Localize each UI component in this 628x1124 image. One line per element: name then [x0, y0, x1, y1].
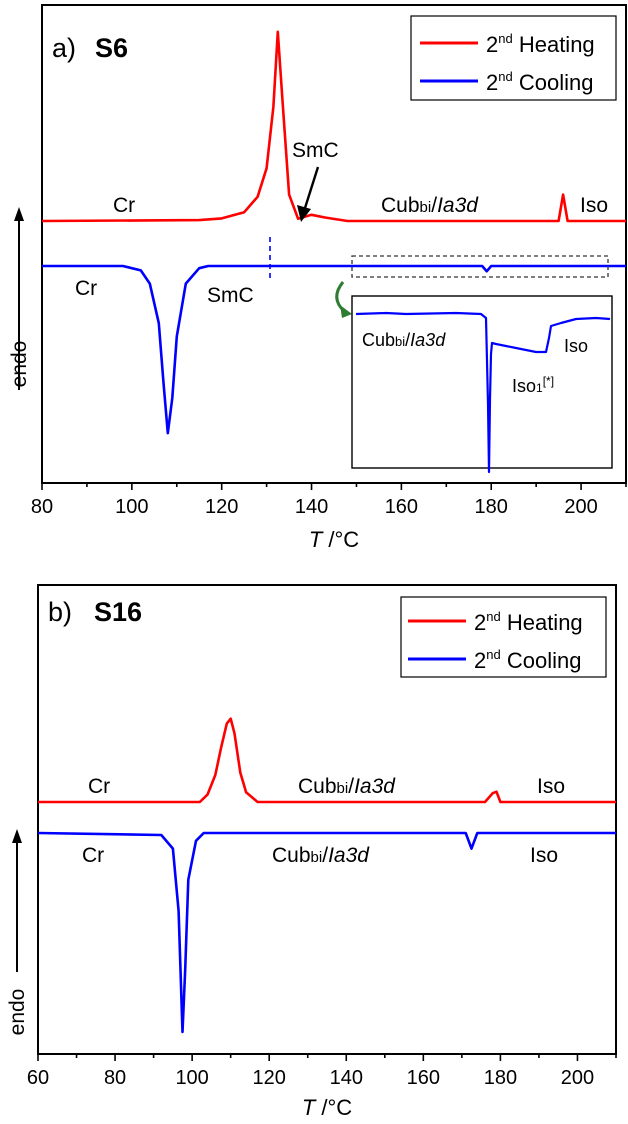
x-tick-label: 160 — [385, 496, 418, 518]
annotation-cr-heating-a: Cr — [113, 194, 135, 217]
series-line-cooling-a — [42, 264, 626, 435]
x-tick-label: 160 — [407, 1067, 440, 1089]
annotation-cub-heating-b: Cubbi/Ia3d — [298, 775, 396, 798]
x-tick-label: 80 — [104, 1067, 126, 1089]
x-tick-label: 100 — [175, 1067, 208, 1089]
annotation-smc-cooling-a: SmC — [207, 284, 254, 307]
y-axis-a: endo — [8, 207, 31, 390]
y-axis-arrowhead-b — [12, 829, 22, 843]
chart-title-a: S6 — [95, 33, 128, 63]
x-tick-label: 100 — [115, 496, 148, 518]
annotation-cub-cooling-b: Cubbi/Ia3d — [272, 844, 370, 867]
legend-box-b — [400, 596, 607, 678]
smc-arrow-head — [297, 205, 311, 222]
inset-frame — [351, 295, 613, 469]
inset-label-cub: Cubbi/Ia3d — [362, 330, 446, 350]
inset-cooling-line — [355, 311, 611, 474]
x-tick-label: 200 — [564, 496, 597, 518]
legend-label-cooling-a: 2nd Cooling — [486, 69, 593, 95]
y-axis-title-a: endo — [8, 341, 31, 388]
x-tick-label: 60 — [27, 1067, 49, 1089]
legend-b: 2nd Heating 2nd Cooling — [400, 596, 607, 678]
chart-title-b: S16 — [94, 597, 142, 627]
annotation-iso-cooling-b: Iso — [530, 844, 558, 867]
series-line-heating-a — [41, 30, 626, 223]
inset-pointer-arrowhead — [340, 305, 352, 318]
smc-arrow-shaft — [303, 166, 320, 209]
panel-label-a: a) — [52, 33, 76, 63]
x-tick-label: 180 — [484, 1067, 517, 1089]
y-axis-arrowhead-a — [14, 207, 24, 221]
x-tick-label: 200 — [561, 1067, 594, 1089]
x-axis-title-b: T /°C — [302, 1095, 352, 1120]
x-axis-title-a: T /°C — [309, 527, 359, 552]
series-line-heating-b — [38, 717, 616, 804]
panel-a: a) S6 2nd Heating 2nd Cooling Cr SmC Cub… — [8, 4, 627, 552]
x-tick-label: 140 — [330, 1067, 363, 1089]
annotation-smc-heating-a: SmC — [292, 139, 339, 162]
x-tick-label: 120 — [205, 496, 238, 518]
legend-label-heating-a: 2nd Heating — [486, 31, 595, 57]
x-tick-label: 80 — [31, 496, 53, 518]
plot-frame-a — [41, 4, 627, 484]
y-axis-b: endo — [6, 829, 29, 1035]
inset-label-iso: Iso — [564, 336, 588, 356]
panel-label-b: b) — [48, 597, 72, 627]
inset-a: Cubbi/Ia3d Iso1[*] Iso — [351, 295, 613, 474]
x-tick-label: 120 — [253, 1067, 286, 1089]
x-axis-a: 80 100 120 140 160 180 200 — [31, 483, 627, 518]
zoom-region-box — [351, 255, 609, 278]
x-axis-b: 60 80 100 120 140 160 180 200 — [27, 1054, 617, 1089]
annotation-cub-heating-a: Cubbi/Ia3d — [381, 194, 479, 217]
series-line-cooling-b — [37, 831, 616, 1034]
legend-box-a — [410, 15, 617, 101]
annotation-iso-heating-b: Iso — [537, 775, 565, 798]
annotation-cr-cooling-a: Cr — [75, 277, 97, 300]
y-axis-title-b: endo — [6, 989, 29, 1036]
annotation-cr-cooling-b: Cr — [82, 844, 104, 867]
legend-label-heating-b: 2nd Heating — [474, 609, 583, 635]
legend-a: 2nd Heating 2nd Cooling — [410, 15, 617, 101]
annotation-cr-heating-b: Cr — [88, 775, 110, 798]
x-tick-label: 180 — [475, 496, 508, 518]
annotation-iso-heating-a: Iso — [580, 194, 608, 217]
plot-frame-b — [37, 584, 617, 1055]
legend-label-cooling-b: 2nd Cooling — [474, 647, 581, 673]
x-tick-label: 140 — [295, 496, 328, 518]
panel-b: b) S16 2nd Heating 2nd Cooling Cr Cubbi/… — [6, 584, 617, 1120]
